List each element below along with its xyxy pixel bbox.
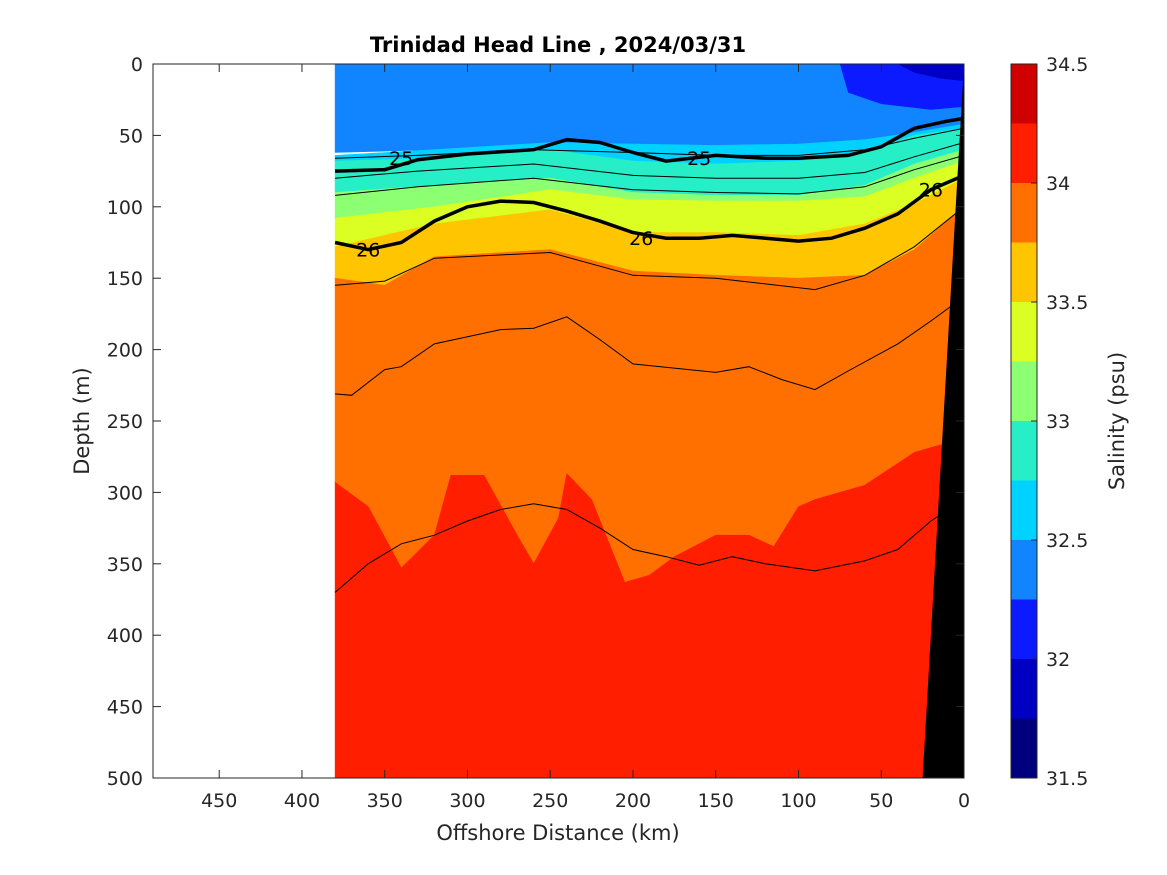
colorbar-tick-label: 32.5: [1046, 530, 1088, 552]
x-tick-label: 450: [201, 790, 237, 812]
salinity-layer-34.0-34.25: [334, 437, 964, 778]
density-contour-26: [334, 173, 964, 252]
x-tick-label: 300: [449, 790, 485, 812]
colorbar-tick-label: 33: [1046, 411, 1070, 433]
x-tick-label: 200: [615, 790, 651, 812]
density-contour-thin: [335, 206, 964, 291]
salinity-patch-31.75-32.0: [897, 64, 964, 82]
seafloor-mask: [922, 64, 964, 778]
contour-label-25: 25: [389, 148, 413, 170]
density-contour-thin: [335, 142, 964, 179]
x-tick-label: 400: [284, 790, 320, 812]
x-tick-label: 0: [958, 790, 970, 812]
y-tick-label: 250: [107, 411, 143, 433]
x-tick-label: 150: [698, 790, 734, 812]
colorbar-bin: [1011, 64, 1037, 124]
colorbar-bin: [1011, 599, 1037, 659]
y-tick-label: 0: [131, 54, 143, 76]
contour-label-26: 26: [356, 240, 380, 262]
contour-label-25: 25: [687, 148, 711, 170]
y-tick-label: 150: [107, 268, 143, 290]
colorbar-bin: [1011, 242, 1037, 302]
x-axis-ticks: 450 400 350 300 250 200 150 100 50 0: [201, 64, 970, 812]
density-contour-thin: [334, 499, 964, 593]
colorbar-bin: [1011, 480, 1037, 540]
colorbar: 31.5 32 32.5 33 33.5 34 34.5: [1010, 54, 1088, 790]
y-tick-label: 500: [107, 768, 143, 790]
y-tick-label: 300: [107, 482, 143, 504]
y-axis-ticks: 0 50 100 150 200 250 300 350 400 450 500: [107, 54, 964, 790]
y-tick-label: 400: [107, 625, 143, 647]
x-tick-label: 250: [532, 790, 568, 812]
seafloor-fill: [922, 64, 964, 778]
colorbar-tick-label: 34: [1046, 173, 1070, 195]
colorbar-tick-label: 33.5: [1046, 292, 1088, 314]
colorbar-label: Salinity (psu): [1105, 352, 1129, 490]
contour-label-26: 26: [629, 228, 653, 250]
colorbar-bin: [1011, 718, 1037, 778]
colorbar-bin: [1011, 421, 1037, 481]
y-axis-label: Depth (m): [70, 367, 94, 474]
salinity-fill-layers: [334, 64, 964, 778]
chart-title: Trinidad Head Line , 2024/03/31: [370, 33, 746, 57]
x-tick-label: 50: [869, 790, 893, 812]
colorbar-bin: [1011, 659, 1037, 719]
colorbar-tick-label: 31.5: [1046, 768, 1088, 790]
x-tick-label: 350: [367, 790, 403, 812]
y-tick-label: 100: [107, 197, 143, 219]
density-contour-thin: [335, 296, 964, 396]
density-contours: 25 25 26 26 26: [334, 116, 964, 593]
colorbar-tick-label: 32: [1046, 649, 1070, 671]
colorbar-tick-label: 34.5: [1046, 54, 1088, 76]
contour-label-26: 26: [919, 180, 943, 202]
colorbar-bin: [1011, 361, 1037, 421]
y-tick-label: 50: [119, 125, 143, 147]
colorbar-bin: [1011, 183, 1037, 243]
colorbar-bin: [1011, 123, 1037, 183]
x-axis-label: Offshore Distance (km): [436, 821, 679, 845]
density-contour-thin: [335, 154, 964, 196]
colorbar-bin: [1011, 302, 1037, 362]
density-contour-25: [335, 116, 964, 173]
y-tick-label: 350: [107, 554, 143, 576]
colorbar-bin: [1011, 540, 1037, 600]
y-tick-label: 200: [107, 340, 143, 362]
y-tick-label: 450: [107, 697, 143, 719]
x-tick-label: 100: [780, 790, 816, 812]
